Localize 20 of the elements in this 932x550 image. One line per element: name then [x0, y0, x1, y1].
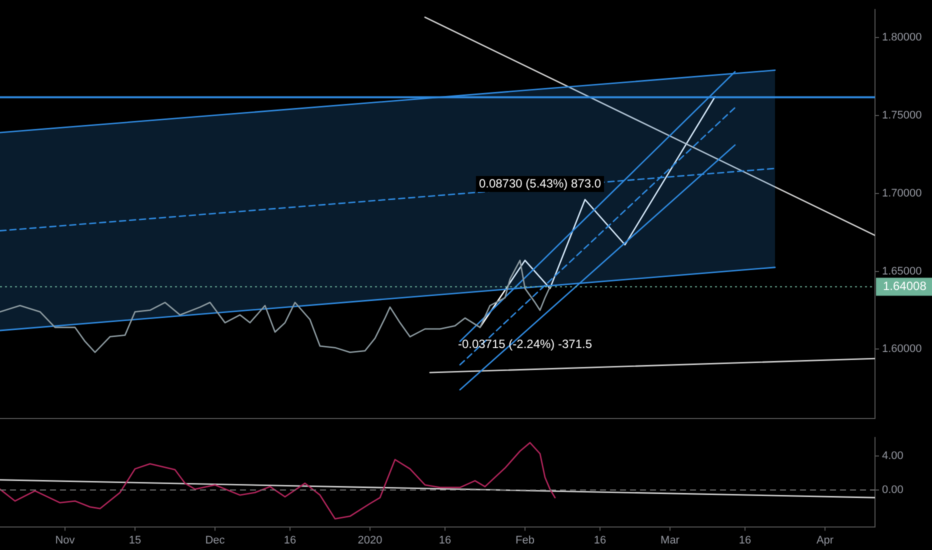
- y-tick-label: 1.60000: [882, 343, 922, 356]
- x-tick-label: 16: [284, 534, 296, 546]
- y-tick-label: 1.75000: [882, 109, 922, 122]
- x-tick-label: Mar: [660, 534, 680, 546]
- ref-line-label: 1.64008: [883, 279, 927, 294]
- y-tick-label: 1.70000: [882, 187, 922, 200]
- y-tick-label: 1.80000: [882, 32, 922, 44]
- x-tick-label: 16: [738, 534, 752, 546]
- x-tick-label: 16: [594, 534, 606, 546]
- x-tick-label: 15: [128, 534, 142, 546]
- y-tick-label: 1.65000: [882, 265, 922, 278]
- x-tick-label: 2020: [358, 534, 382, 546]
- y-tick-label: 4.00: [882, 450, 904, 462]
- x-tick-label: 16: [438, 534, 452, 546]
- annotation: 0.08730 (5.43%) 873.0: [478, 176, 602, 190]
- y-tick-label: 0.00: [882, 484, 904, 496]
- x-tick-label: Nov: [55, 534, 76, 546]
- x-tick-label: Apr: [816, 534, 834, 546]
- x-tick-label: Feb: [516, 534, 534, 546]
- x-tick-label: Dec: [205, 534, 226, 546]
